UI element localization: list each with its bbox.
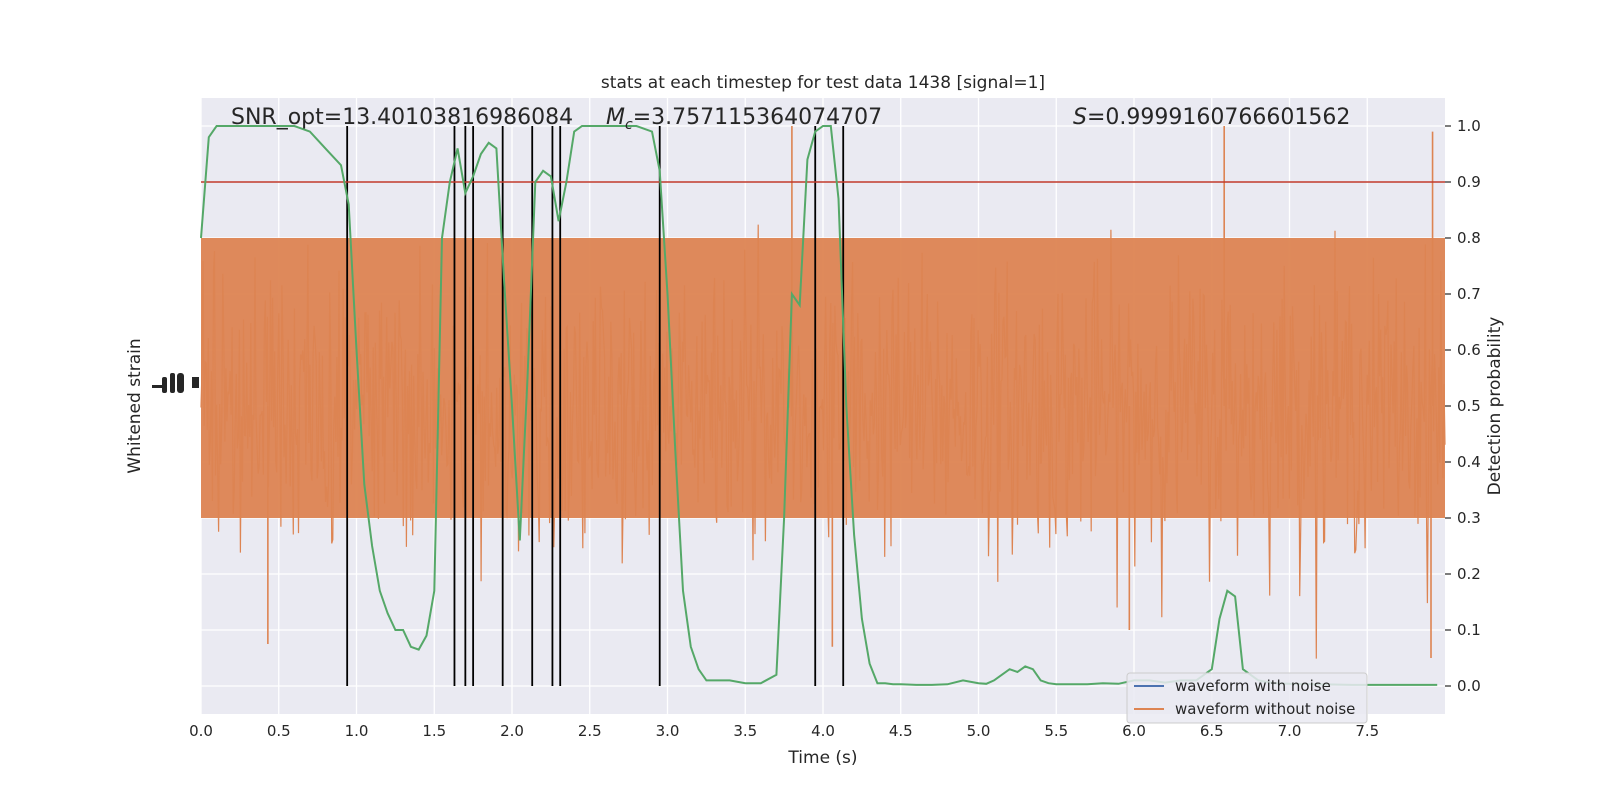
x-tick-label-8: 4.0 <box>811 722 835 740</box>
mc-value: =3.757115364074707 <box>633 105 882 130</box>
legend-label-with-noise: waveform with noise <box>1175 677 1331 695</box>
legend: waveform with noise waveform without noi… <box>1126 672 1368 724</box>
x-tick-label-13: 6.5 <box>1200 722 1224 740</box>
left-axis-glyph <box>152 373 199 393</box>
x-tick-label-10: 5.0 <box>967 722 991 740</box>
s-symbol: S <box>1073 105 1087 130</box>
y-axis-right-ticks: 0.0 0.1 0.2 0.3 0.4 0.5 0.6 0.7 0.8 0.9 1.0 <box>1445 117 1481 695</box>
y-tick-label-0: 0.0 <box>1457 677 1481 695</box>
s-annotation: S=0.9999160766601562 <box>1073 105 1350 130</box>
y-tick-label-6: 0.6 <box>1457 341 1481 359</box>
legend-box <box>1126 672 1368 724</box>
snr-annotation: SNR_opt=13.40103816986084 <box>231 105 573 130</box>
y-tick-label-3: 0.3 <box>1457 509 1481 527</box>
y-tick-label-8: 0.8 <box>1457 229 1481 247</box>
legend-label-without-noise: waveform without noise <box>1175 700 1355 718</box>
x-tick-label-12: 6.0 <box>1122 722 1146 740</box>
y-tick-label-1: 0.1 <box>1457 621 1481 639</box>
y-axis-left-title: Whitened strain <box>125 338 145 473</box>
chart-title: stats at each timestep for test data 143… <box>601 73 1045 93</box>
x-axis-ticks: 0.0 0.5 1.0 1.5 2.0 2.5 3.0 3.5 4.0 4.5 5.0 5.5 6.0 6… <box>189 722 1379 740</box>
x-tick-label-0: 0.0 <box>189 722 213 740</box>
mc-symbol: M <box>606 105 625 130</box>
y-tick-label-9: 0.9 <box>1457 173 1481 191</box>
x-tick-label-15: 7.5 <box>1355 722 1379 740</box>
x-tick-label-11: 5.5 <box>1044 722 1068 740</box>
x-tick-label-1: 0.5 <box>267 722 291 740</box>
y-tick-label-7: 0.7 <box>1457 285 1481 303</box>
x-tick-label-5: 2.5 <box>578 722 602 740</box>
mc-subscript: c <box>625 117 633 133</box>
x-tick-label-2: 1.0 <box>345 722 369 740</box>
y-tick-label-4: 0.4 <box>1457 453 1481 471</box>
x-tick-label-9: 4.5 <box>889 722 913 740</box>
y-tick-label-2: 0.2 <box>1457 565 1481 583</box>
strain-trace <box>200 224 1446 659</box>
x-tick-label-7: 3.5 <box>733 722 757 740</box>
trigger-lines <box>346 126 845 686</box>
x-tick-label-6: 3.0 <box>656 722 680 740</box>
x-tick-label-3: 1.5 <box>422 722 446 740</box>
y-tick-label-10: 1.0 <box>1457 117 1481 135</box>
s-value: =0.9999160766601562 <box>1087 105 1350 130</box>
detection-probability-line <box>200 125 1438 686</box>
chirp-mass-annotation: Mc=3.757115364074707 <box>606 105 882 133</box>
x-axis-title: Time (s) <box>787 748 857 768</box>
x-tick-label-14: 7.0 <box>1278 722 1302 740</box>
y-axis-right-title: Detection probability <box>1485 317 1505 496</box>
x-tick-label-4: 2.0 <box>500 722 524 740</box>
y-tick-label-5: 0.5 <box>1457 397 1481 415</box>
strain-series-without-noise <box>200 126 1446 659</box>
